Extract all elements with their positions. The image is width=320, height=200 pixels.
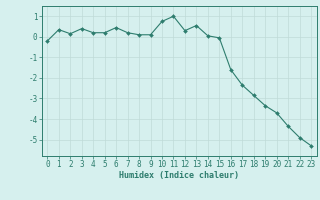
X-axis label: Humidex (Indice chaleur): Humidex (Indice chaleur): [119, 171, 239, 180]
